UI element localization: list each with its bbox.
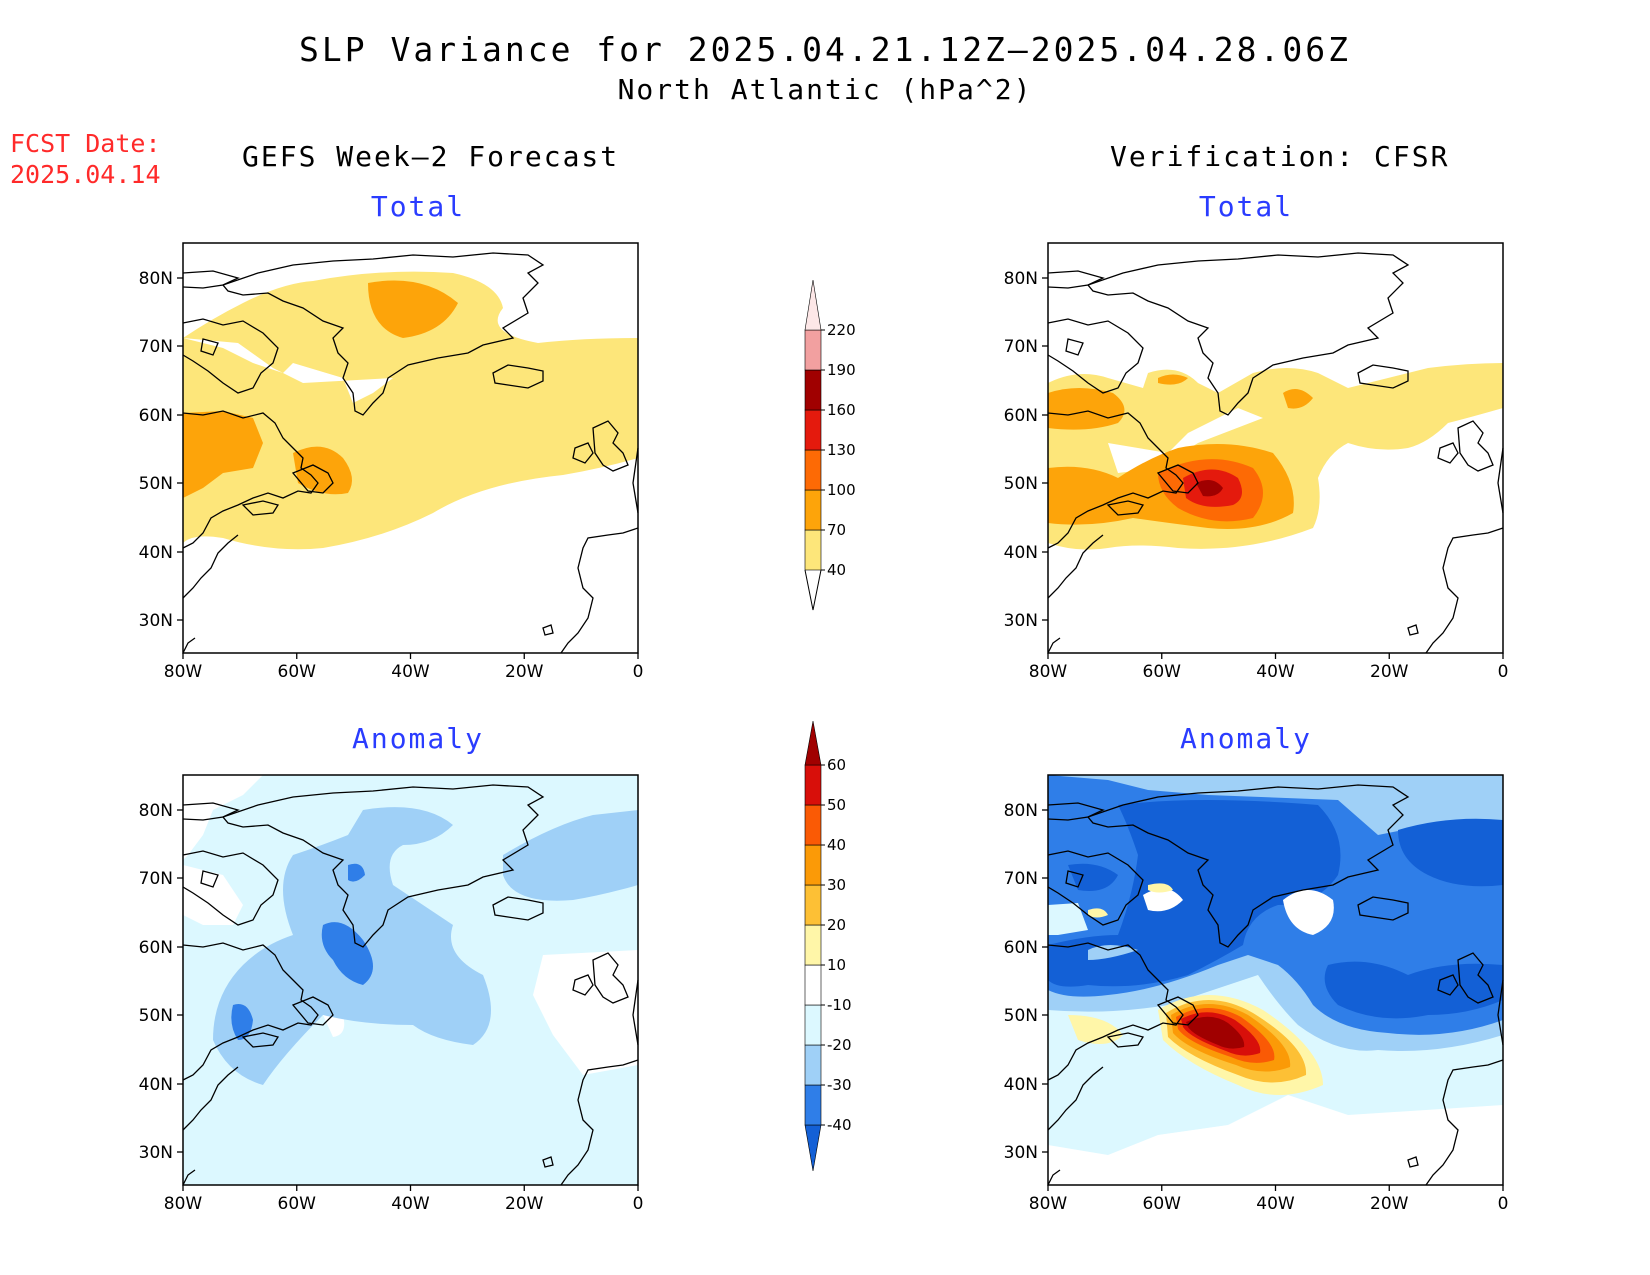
lat-label-tr: 50N (1004, 474, 1038, 494)
colorbar-anomaly-band (804, 1004, 822, 1046)
colorbar-anomaly-band (804, 764, 822, 806)
colorbar-anomaly: -40 -30 -20 -10 10 20 30 40 50 60 (804, 720, 852, 1172)
lat-label-tl: 30N (139, 611, 173, 631)
colorbar-anomaly-label: 20 (827, 916, 846, 934)
lat-label-br: 50N (1004, 1006, 1038, 1026)
colorbar-anomaly-band (804, 964, 822, 1006)
lat-label-br: 60N (1004, 938, 1038, 958)
colorbar-total-label: 160 (827, 401, 856, 419)
lat-label-tl: 70N (139, 337, 173, 357)
lat-label-tr: 40N (1004, 543, 1038, 563)
panel-label-tr: Total (1198, 190, 1294, 223)
colorbar-anomaly-band (804, 924, 822, 966)
lon-label-bl: 80W (164, 1194, 203, 1214)
colorbar-total-upper-arrow (804, 279, 822, 331)
left-column-title: GEFS Week–2 Forecast (242, 140, 620, 173)
right-column-title: Verification: CFSR (1110, 140, 1450, 173)
colorbar-anomaly-lower-arrow (804, 1124, 822, 1172)
lat-label-tl: 60N (139, 406, 173, 426)
colorbar-total-band (804, 449, 822, 491)
panel-label-br: Anomaly (1179, 722, 1312, 755)
colorbar-total-band (804, 329, 822, 371)
fcst-date-block: FCST Date: 2025.04.14 (10, 128, 161, 190)
colorbar-anomaly-label: -40 (827, 1116, 852, 1134)
panel-bl-map (182, 774, 639, 1186)
colorbar-anomaly-label: 60 (827, 756, 846, 774)
colorbar-anomaly-label: 10 (827, 956, 846, 974)
panel-tl-map (182, 242, 639, 654)
lon-label-bl: 60W (278, 1194, 317, 1214)
lon-label-bl: 40W (391, 1194, 430, 1214)
lat-label-tl: 50N (139, 474, 173, 494)
lon-label-tr: 0 (1498, 662, 1509, 682)
fcst-date-label: FCST Date: (10, 129, 161, 158)
colorbar-total-band (804, 489, 822, 531)
lon-label-br: 80W (1029, 1194, 1068, 1214)
panel-tr-map (1047, 242, 1504, 654)
lat-label-tr: 70N (1004, 337, 1038, 357)
lat-label-tr: 30N (1004, 611, 1038, 631)
colorbar-anomaly-band (804, 884, 822, 926)
panel-label-bl: Anomaly (351, 722, 484, 755)
lat-label-bl: 50N (139, 1006, 173, 1026)
lon-label-br: 60W (1143, 1194, 1182, 1214)
lat-label-br: 30N (1004, 1143, 1038, 1163)
colorbar-anomaly-band (804, 1084, 822, 1126)
lat-label-tl: 80N (139, 269, 173, 289)
colorbar-anomaly-upper-arrow (804, 720, 822, 766)
colorbar-anomaly-label: 30 (827, 876, 846, 894)
fcst-date-value: 2025.04.14 (10, 160, 161, 189)
colorbar-anomaly-band (804, 1044, 822, 1086)
lon-label-bl: 20W (505, 1194, 544, 1214)
lat-label-bl: 60N (139, 938, 173, 958)
main-subtitle: North Atlantic (hPa^2) (617, 73, 1033, 106)
lat-label-bl: 40N (139, 1075, 173, 1095)
colorbar-total-label: 100 (827, 481, 856, 499)
lon-label-tl: 60W (278, 662, 317, 682)
colorbar-total-label: 220 (827, 321, 856, 339)
lon-label-tr: 60W (1143, 662, 1182, 682)
colorbar-anomaly-label: -30 (827, 1076, 852, 1094)
colorbar-total-band (804, 409, 822, 451)
lat-label-br: 70N (1004, 869, 1038, 889)
lon-label-tl: 80W (164, 662, 203, 682)
colorbar-anomaly-label: 50 (827, 796, 846, 814)
main-title: SLP Variance for 2025.04.21.12Z–2025.04.… (299, 30, 1351, 69)
lon-label-tl: 20W (505, 662, 544, 682)
colorbar-anomaly-label: -10 (827, 996, 852, 1014)
colorbar-total-label: 190 (827, 361, 856, 379)
lat-label-tl: 40N (139, 543, 173, 563)
colorbar-anomaly-label: 40 (827, 836, 846, 854)
lat-label-br: 80N (1004, 801, 1038, 821)
lon-label-br: 20W (1370, 1194, 1409, 1214)
panel-br-map (1047, 774, 1504, 1186)
colorbar-anomaly-band (804, 844, 822, 886)
lon-label-tr: 80W (1029, 662, 1068, 682)
lon-label-tl: 40W (391, 662, 430, 682)
lat-label-br: 40N (1004, 1075, 1038, 1095)
panel-label-tl: Total (370, 190, 466, 223)
lat-label-tr: 60N (1004, 406, 1038, 426)
lon-label-tl: 0 (633, 662, 644, 682)
colorbar-total-band (804, 369, 822, 411)
axes-layer: 80N 70N 60N 50N 40N 30N 80W 60W 40W 20W 0 80N 70N 60N… (139, 269, 1509, 1214)
colorbar-anomaly-label: -20 (827, 1036, 852, 1054)
lat-label-bl: 80N (139, 801, 173, 821)
colorbar-total-label: 130 (827, 441, 856, 459)
colorbar-total-band (804, 529, 822, 571)
lon-label-br: 40W (1256, 1194, 1295, 1214)
lon-label-br: 0 (1498, 1194, 1509, 1214)
lat-label-tr: 80N (1004, 269, 1038, 289)
lon-label-tr: 40W (1256, 662, 1295, 682)
colorbar-anomaly-band (804, 804, 822, 846)
colorbar-total: 40 70 100 130 160 190 220 (804, 279, 856, 611)
colorbar-total-lower-arrow (804, 569, 822, 611)
colorbar-total-label: 40 (827, 561, 846, 579)
colorbar-total-label: 70 (827, 521, 846, 539)
lat-label-bl: 70N (139, 869, 173, 889)
lat-label-bl: 30N (139, 1143, 173, 1163)
lon-label-tr: 20W (1370, 662, 1409, 682)
lon-label-bl: 0 (633, 1194, 644, 1214)
